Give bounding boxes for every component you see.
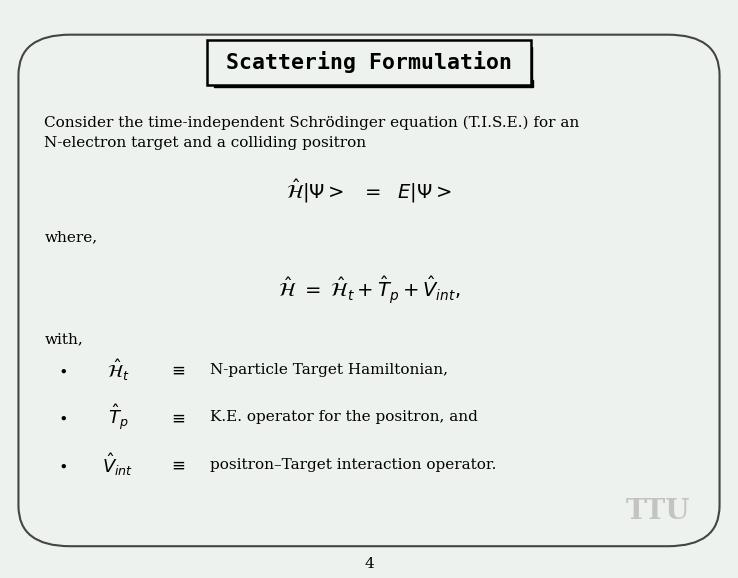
Text: $\hat{\mathcal{H}}_t$: $\hat{\mathcal{H}}_t$ bbox=[107, 357, 129, 383]
Text: N-electron target and a colliding positron: N-electron target and a colliding positr… bbox=[44, 136, 366, 150]
Text: $\bullet$: $\bullet$ bbox=[58, 457, 67, 472]
Text: Consider the time-independent Schrödinger equation (T.I.S.E.) for an: Consider the time-independent Schrödinge… bbox=[44, 116, 579, 130]
Text: $\hat{V}_{int}$: $\hat{V}_{int}$ bbox=[103, 451, 134, 478]
Text: with,: with, bbox=[44, 332, 83, 346]
Bar bbox=[214, 80, 533, 87]
Text: TTU: TTU bbox=[626, 498, 690, 525]
Text: $\equiv$: $\equiv$ bbox=[168, 408, 186, 427]
FancyBboxPatch shape bbox=[18, 35, 720, 546]
Text: $\hat{T}_p$: $\hat{T}_p$ bbox=[108, 402, 128, 432]
Bar bbox=[525, 47, 532, 82]
Text: N-particle Target Hamiltonian,: N-particle Target Hamiltonian, bbox=[210, 363, 448, 377]
Text: $\hat{\mathcal{H}}|\Psi >\ \ =\ \ E|\Psi >$: $\hat{\mathcal{H}}|\Psi >\ \ =\ \ E|\Psi… bbox=[286, 177, 452, 205]
FancyBboxPatch shape bbox=[207, 40, 531, 85]
Text: $\bullet$: $\bullet$ bbox=[58, 362, 67, 377]
Text: where,: where, bbox=[44, 230, 97, 244]
Text: $\equiv$: $\equiv$ bbox=[168, 455, 186, 474]
Text: $\equiv$: $\equiv$ bbox=[168, 361, 186, 379]
Text: $\hat{\mathcal{H}}\ =\ \hat{\mathcal{H}}_t + \hat{T}_p + \hat{V}_{int},$: $\hat{\mathcal{H}}\ =\ \hat{\mathcal{H}}… bbox=[277, 275, 461, 306]
Text: Scattering Formulation: Scattering Formulation bbox=[226, 51, 512, 73]
Text: 4: 4 bbox=[364, 557, 374, 570]
Text: $\bullet$: $\bullet$ bbox=[58, 410, 67, 425]
Text: K.E. operator for the positron, and: K.E. operator for the positron, and bbox=[210, 410, 478, 424]
Text: positron–Target interaction operator.: positron–Target interaction operator. bbox=[210, 458, 497, 472]
